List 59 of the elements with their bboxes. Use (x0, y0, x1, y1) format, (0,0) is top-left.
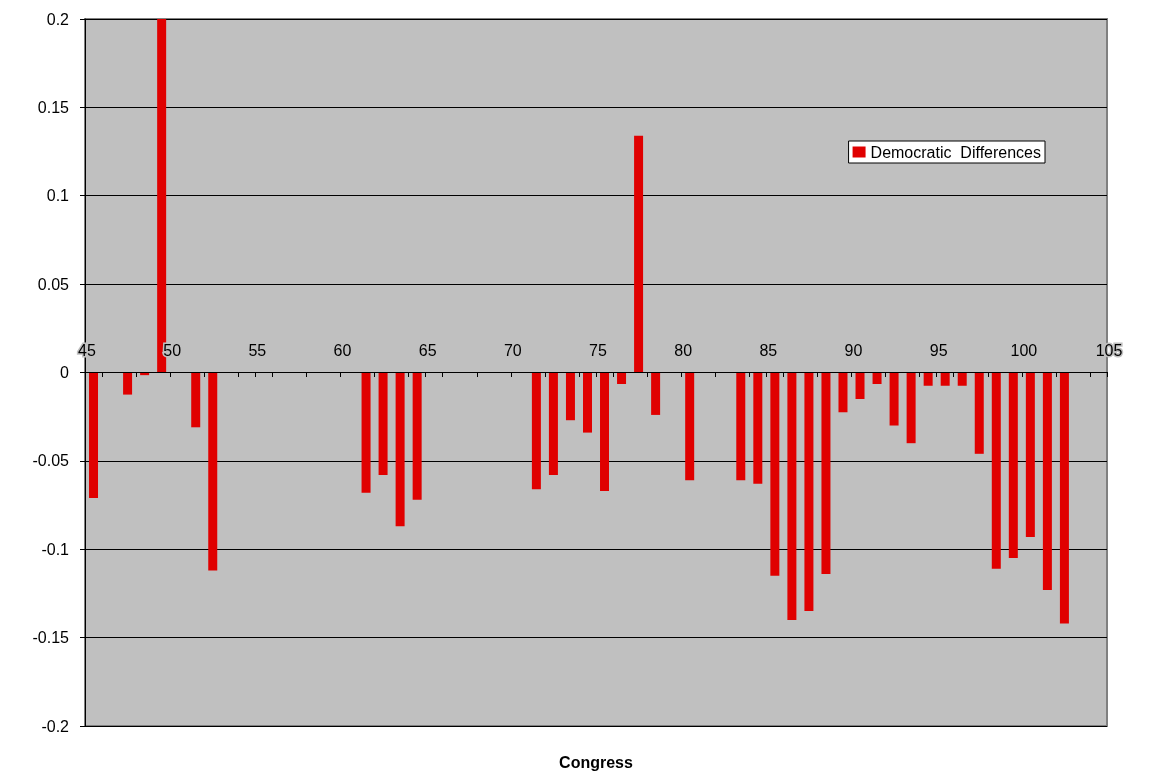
x-axis-title: Congress (559, 753, 633, 771)
x-tick-label: 60 (333, 341, 352, 359)
bar (974, 372, 984, 454)
y-tick-label: 0.2 (46, 10, 70, 28)
bar (736, 372, 746, 481)
bar (565, 372, 575, 421)
bar (1042, 372, 1052, 590)
y-tick-label: -0.2 (41, 717, 70, 735)
bar (838, 372, 848, 413)
bar (123, 372, 133, 395)
x-tick-label: 80 (674, 341, 693, 359)
x-tick-label: 95 (929, 341, 948, 359)
bar (957, 372, 967, 386)
bar (531, 372, 541, 490)
x-tick-label: 65 (418, 341, 437, 359)
x-tick-label: 85 (759, 341, 778, 359)
bar (872, 372, 882, 384)
bar (191, 372, 201, 428)
bar (600, 372, 610, 491)
bar (923, 372, 933, 386)
legend-label: Democratic Differences (870, 143, 1042, 161)
bar (753, 372, 763, 484)
bar (617, 372, 627, 384)
y-tick-label: -0.15 (32, 629, 70, 647)
x-tick-label: 70 (503, 341, 522, 359)
bar (395, 372, 405, 527)
x-tick-label: 75 (589, 341, 607, 359)
bar (89, 372, 99, 498)
bar (685, 372, 695, 481)
bar (821, 372, 831, 574)
bar (1059, 372, 1069, 624)
x-tick-label: 105 (1095, 341, 1123, 359)
y-tick-label: 0 (60, 364, 70, 381)
bar (1025, 372, 1035, 537)
x-tick-label: 100 (1010, 341, 1038, 359)
bar (651, 372, 661, 415)
bar (855, 372, 865, 400)
bar (361, 372, 371, 493)
bar (889, 372, 899, 426)
bar (1008, 372, 1018, 559)
y-tick-label: 0.15 (37, 98, 70, 116)
x-tick-label: 90 (844, 341, 863, 359)
bar (906, 372, 916, 444)
bar (412, 372, 422, 500)
bar (548, 372, 558, 476)
y-tick-label: 0.05 (37, 275, 70, 293)
bar (208, 372, 218, 571)
y-tick-label: 0.1 (46, 187, 70, 205)
y-tick-label: -0.1 (41, 540, 70, 558)
x-tick-label: 55 (248, 341, 267, 359)
bar (940, 372, 950, 386)
bar (787, 372, 797, 620)
bar (634, 135, 644, 373)
y-tick-label: -0.05 (32, 452, 70, 470)
bar (804, 372, 814, 612)
bar (770, 372, 780, 576)
bar (582, 372, 592, 433)
bar (991, 372, 1001, 569)
bar (378, 372, 388, 476)
